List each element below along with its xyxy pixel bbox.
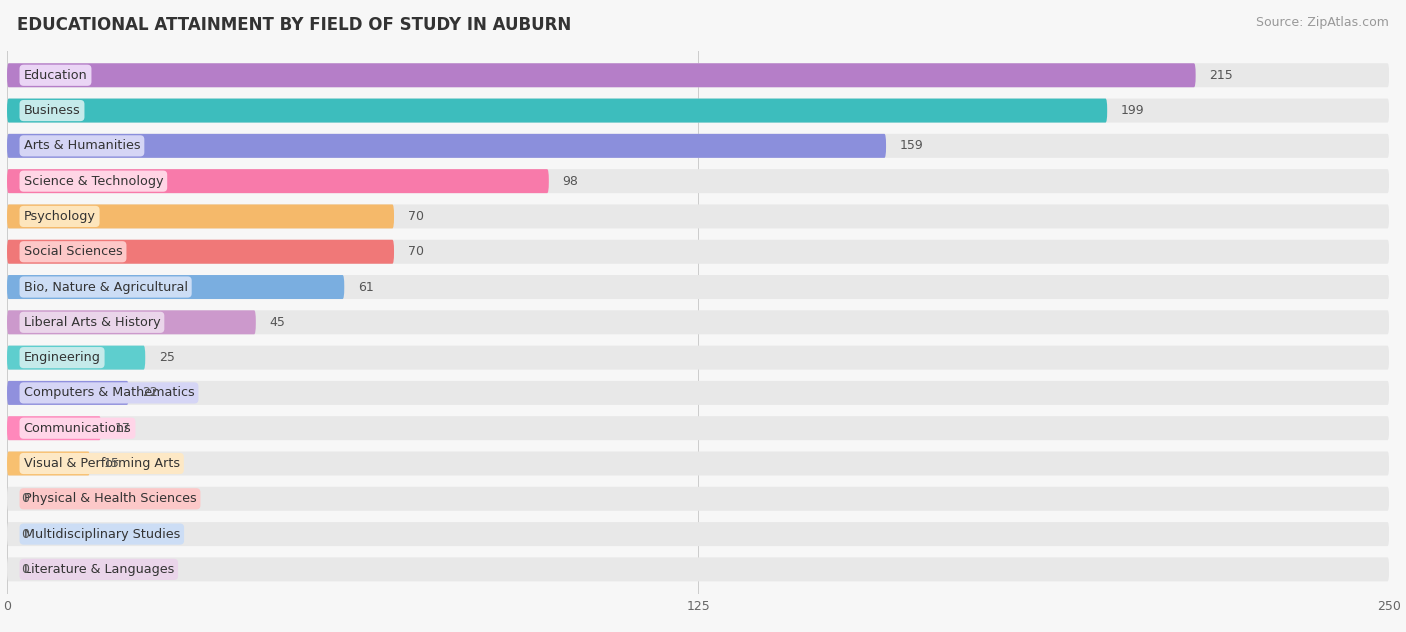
FancyBboxPatch shape	[7, 169, 548, 193]
FancyBboxPatch shape	[7, 381, 129, 405]
FancyBboxPatch shape	[7, 63, 1389, 87]
Text: 22: 22	[142, 386, 159, 399]
Text: 17: 17	[115, 422, 131, 435]
FancyBboxPatch shape	[7, 557, 1389, 581]
FancyBboxPatch shape	[7, 169, 1389, 193]
FancyBboxPatch shape	[7, 346, 145, 370]
FancyBboxPatch shape	[7, 63, 1195, 87]
Text: 70: 70	[408, 245, 423, 258]
FancyBboxPatch shape	[7, 99, 1107, 123]
FancyBboxPatch shape	[7, 275, 1389, 299]
FancyBboxPatch shape	[7, 381, 1389, 405]
Text: Psychology: Psychology	[24, 210, 96, 223]
Text: 199: 199	[1121, 104, 1144, 117]
Text: Education: Education	[24, 69, 87, 82]
FancyBboxPatch shape	[7, 310, 1389, 334]
Text: 159: 159	[900, 139, 924, 152]
FancyBboxPatch shape	[7, 310, 256, 334]
Text: Physical & Health Sciences: Physical & Health Sciences	[24, 492, 197, 506]
Text: Arts & Humanities: Arts & Humanities	[24, 139, 141, 152]
Text: 98: 98	[562, 174, 578, 188]
FancyBboxPatch shape	[7, 204, 394, 228]
FancyBboxPatch shape	[7, 275, 344, 299]
FancyBboxPatch shape	[7, 451, 90, 475]
Text: Multidisciplinary Studies: Multidisciplinary Studies	[24, 528, 180, 540]
Text: 70: 70	[408, 210, 423, 223]
FancyBboxPatch shape	[7, 99, 1389, 123]
Text: 0: 0	[21, 528, 30, 540]
Text: Communications: Communications	[24, 422, 131, 435]
Text: Social Sciences: Social Sciences	[24, 245, 122, 258]
Text: Science & Technology: Science & Technology	[24, 174, 163, 188]
FancyBboxPatch shape	[7, 416, 101, 441]
Text: Bio, Nature & Agricultural: Bio, Nature & Agricultural	[24, 281, 187, 293]
Text: 25: 25	[159, 351, 174, 364]
Text: 15: 15	[104, 457, 120, 470]
Text: Computers & Mathematics: Computers & Mathematics	[24, 386, 194, 399]
Text: 61: 61	[359, 281, 374, 293]
FancyBboxPatch shape	[7, 346, 1389, 370]
Text: 0: 0	[21, 563, 30, 576]
Text: Engineering: Engineering	[24, 351, 100, 364]
FancyBboxPatch shape	[7, 204, 1389, 228]
FancyBboxPatch shape	[7, 134, 1389, 158]
Text: Liberal Arts & History: Liberal Arts & History	[24, 316, 160, 329]
Text: Literature & Languages: Literature & Languages	[24, 563, 174, 576]
Text: Business: Business	[24, 104, 80, 117]
Text: 0: 0	[21, 492, 30, 506]
Text: Source: ZipAtlas.com: Source: ZipAtlas.com	[1256, 16, 1389, 29]
Text: 215: 215	[1209, 69, 1233, 82]
FancyBboxPatch shape	[7, 416, 1389, 441]
FancyBboxPatch shape	[7, 522, 1389, 546]
FancyBboxPatch shape	[7, 134, 886, 158]
FancyBboxPatch shape	[7, 240, 394, 264]
FancyBboxPatch shape	[7, 240, 1389, 264]
Text: EDUCATIONAL ATTAINMENT BY FIELD OF STUDY IN AUBURN: EDUCATIONAL ATTAINMENT BY FIELD OF STUDY…	[17, 16, 571, 33]
Text: 45: 45	[270, 316, 285, 329]
Text: Visual & Performing Arts: Visual & Performing Arts	[24, 457, 180, 470]
FancyBboxPatch shape	[7, 487, 1389, 511]
FancyBboxPatch shape	[7, 451, 1389, 475]
